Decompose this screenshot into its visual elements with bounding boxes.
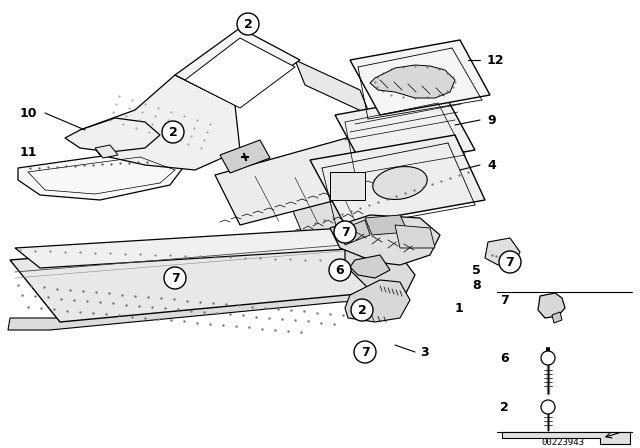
Polygon shape xyxy=(365,215,408,235)
Circle shape xyxy=(237,13,259,35)
Text: 9: 9 xyxy=(487,113,495,126)
Text: 4: 4 xyxy=(487,159,496,172)
Circle shape xyxy=(334,221,356,243)
Circle shape xyxy=(354,341,376,363)
Text: 2: 2 xyxy=(358,303,366,316)
Text: 7: 7 xyxy=(500,293,509,306)
Polygon shape xyxy=(10,232,400,322)
Text: 11: 11 xyxy=(20,146,38,159)
Polygon shape xyxy=(395,225,435,248)
Polygon shape xyxy=(345,228,415,295)
Polygon shape xyxy=(345,280,410,322)
Polygon shape xyxy=(80,75,240,170)
Circle shape xyxy=(351,299,373,321)
Polygon shape xyxy=(220,140,270,173)
Text: 12: 12 xyxy=(487,53,504,66)
Text: 7: 7 xyxy=(340,225,349,238)
Text: 5: 5 xyxy=(472,263,481,276)
Polygon shape xyxy=(552,312,562,323)
Polygon shape xyxy=(485,238,520,265)
Circle shape xyxy=(162,121,184,143)
Polygon shape xyxy=(15,228,365,268)
Ellipse shape xyxy=(372,167,428,199)
Text: 3: 3 xyxy=(420,345,429,358)
Polygon shape xyxy=(65,118,160,152)
Polygon shape xyxy=(335,95,475,170)
Text: 10: 10 xyxy=(20,107,38,120)
Polygon shape xyxy=(18,150,185,200)
Polygon shape xyxy=(310,135,485,225)
Polygon shape xyxy=(502,432,630,444)
Text: 8: 8 xyxy=(472,279,481,292)
Circle shape xyxy=(499,251,521,273)
FancyBboxPatch shape xyxy=(330,172,365,200)
Polygon shape xyxy=(280,155,365,240)
Text: 00223943: 00223943 xyxy=(541,438,584,447)
Polygon shape xyxy=(340,220,370,245)
Text: 6: 6 xyxy=(500,352,509,365)
Polygon shape xyxy=(538,293,565,318)
Polygon shape xyxy=(215,130,395,225)
Polygon shape xyxy=(330,215,440,265)
Circle shape xyxy=(164,267,186,289)
Text: 7: 7 xyxy=(506,255,515,268)
Polygon shape xyxy=(175,28,300,105)
Polygon shape xyxy=(370,65,455,98)
Text: 7: 7 xyxy=(360,345,369,358)
Polygon shape xyxy=(350,40,490,115)
Text: 6: 6 xyxy=(336,263,344,276)
Circle shape xyxy=(329,259,351,281)
Polygon shape xyxy=(185,38,295,108)
Text: 2: 2 xyxy=(500,401,509,414)
Polygon shape xyxy=(8,288,400,330)
Polygon shape xyxy=(295,60,370,115)
Circle shape xyxy=(541,351,555,365)
Text: 1: 1 xyxy=(455,302,464,314)
Polygon shape xyxy=(95,145,118,158)
Polygon shape xyxy=(350,255,390,278)
Text: 7: 7 xyxy=(171,271,179,284)
Circle shape xyxy=(541,400,555,414)
Text: 2: 2 xyxy=(168,125,177,138)
Text: 2: 2 xyxy=(244,17,252,30)
